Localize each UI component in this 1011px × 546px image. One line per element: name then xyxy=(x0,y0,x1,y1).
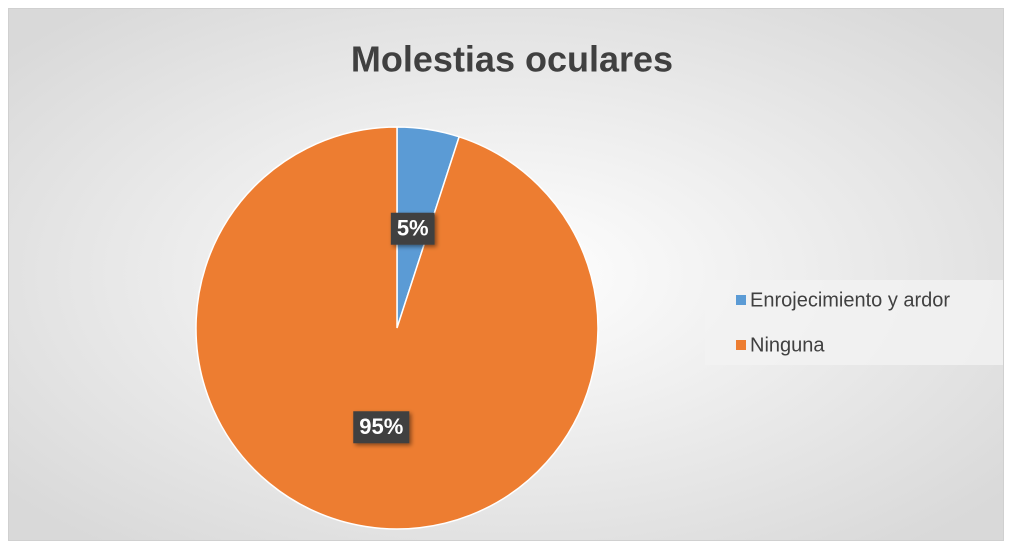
legend-swatch xyxy=(736,295,746,305)
legend-label: Ninguna xyxy=(750,334,825,356)
data-label: 95% xyxy=(353,411,410,444)
data-label: 5% xyxy=(390,212,435,245)
data-label-text: 95% xyxy=(359,414,403,439)
legend-swatch xyxy=(736,340,746,350)
pie-slice xyxy=(195,126,599,530)
chart-title: Molestias oculares xyxy=(351,39,673,80)
legend-box xyxy=(705,280,1003,365)
data-label-text: 5% xyxy=(397,216,429,241)
data-label-box xyxy=(390,212,435,245)
legend-label: Enrojecimiento y ardor xyxy=(750,289,950,311)
data-label-box xyxy=(353,411,410,444)
